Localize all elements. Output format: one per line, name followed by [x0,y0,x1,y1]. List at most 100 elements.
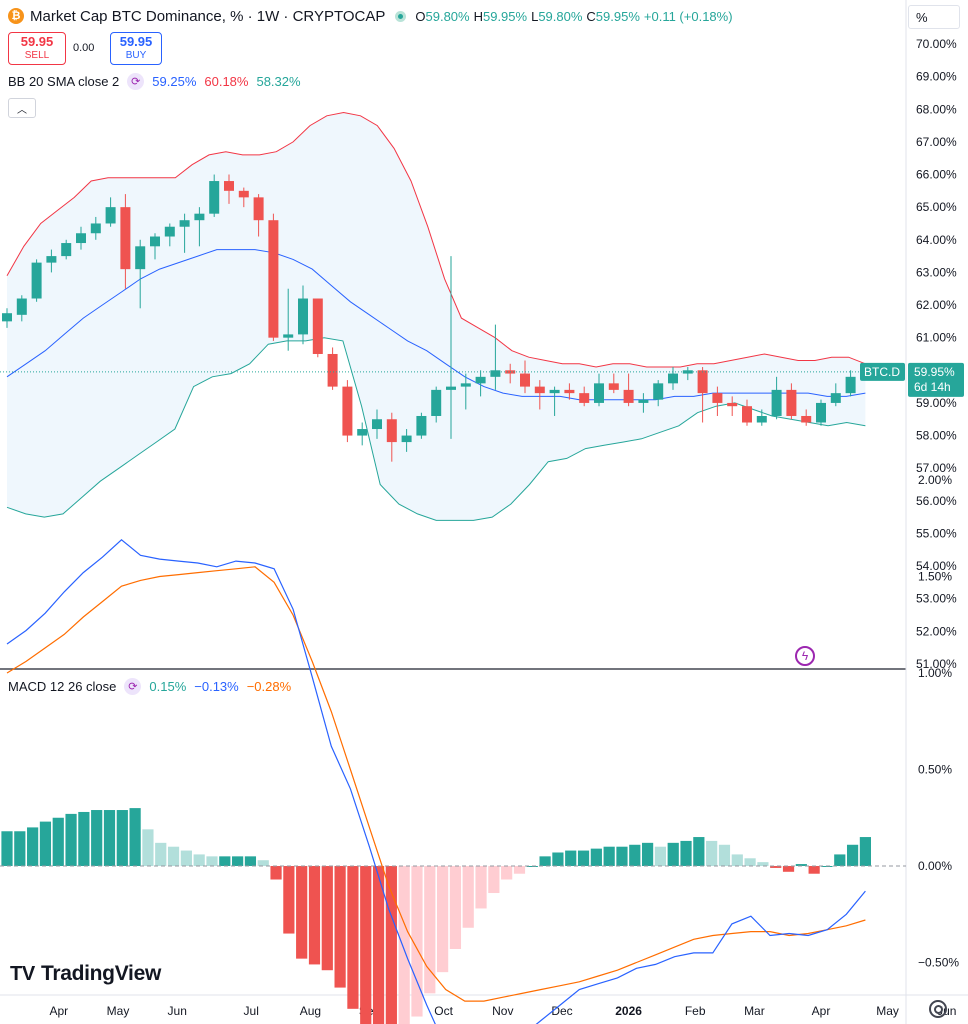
price-axis-tick: 52.00% [916,624,957,638]
macd-histogram-bar [39,821,52,866]
price-axis-tick: 54.00% [916,559,957,573]
unit-selector[interactable]: % [908,5,960,29]
ohlc-open: O59.80% [415,8,470,24]
bb-lower-value: 58.32% [256,74,301,89]
macd-histogram-bar [577,850,590,866]
macd-histogram-bar [270,866,282,880]
macd-axis-tick: 2.00% [918,473,952,487]
last-price-tag-bg [908,362,964,397]
macd-line-value: −0.13% [194,679,239,694]
candle-body [401,435,412,443]
macd-histogram-bar [180,850,192,866]
candle-body [105,207,116,224]
spread-value: 0.00 [73,42,95,54]
macd-histogram-bar [706,840,718,866]
macd-histogram-bar [795,864,807,866]
macd-histogram-bar [398,866,410,1024]
macd-histogram-bar [232,856,244,866]
macd-histogram-bar [142,829,154,866]
candle-body [475,376,486,384]
macd-histogram-bar [424,866,436,994]
bb-legend[interactable]: BB 20 SMA close 2 ⟳ 59.25% 60.18% 58.32% [8,73,301,90]
candle-body [594,383,604,403]
macd-histogram-bar [565,850,577,866]
price-axis-tick: 66.00% [916,168,957,182]
price-axis-tick: 67.00% [916,135,957,149]
macd-histogram-bar [65,813,77,866]
lightning-icon[interactable]: ϟ [795,646,815,666]
macd-histogram-bar [449,866,462,949]
macd-legend[interactable]: MACD 12 26 close ⟳ 0.15% −0.13% −0.28% [8,678,291,695]
ohlc-close: C59.95% [586,8,640,24]
macd-hist-value: 0.15% [149,679,187,694]
buy-button[interactable]: 59.95 BUY [110,32,162,65]
settings-icon[interactable]: ⟳ [124,678,142,695]
gear-icon[interactable] [929,1000,947,1018]
candle-body [46,256,57,263]
chart-header: ₿ Market Cap BTC Dominance, % · 1W · CRY… [8,6,733,26]
macd-histogram-bar [116,810,128,866]
macd-axis-tick: 0.00% [918,859,952,873]
macd-histogram-bar [1,831,13,866]
bb-basis-line [6,249,866,401]
candle-body [727,402,738,407]
candle-body [653,383,664,400]
time-axis-label: Apr [812,1004,831,1018]
candle-body [76,233,86,244]
time-axis-label: Jul [244,1004,259,1018]
candle-body [150,236,160,247]
candle-body [194,213,205,221]
tradingview-logo[interactable]: TV TradingView [10,962,161,986]
macd-histogram-bar [347,866,359,1009]
macd-histogram-bar [552,852,564,866]
bb-basis-value: 59.25% [152,74,197,89]
macd-histogram-bar [488,866,500,894]
macd-histogram-bar [539,856,551,866]
last-price-value: 59.95% [914,365,955,379]
chevron-up-icon[interactable]: ︿ [8,98,36,118]
macd-histogram-bar [372,866,385,1024]
candle-body [771,389,782,416]
price-axis-tick: 64.00% [916,233,957,247]
time-axis-label: Feb [685,1004,706,1018]
market-status-icon[interactable] [395,10,407,22]
macd-histogram-bar [385,866,397,1024]
ohlc-low: L59.80% [531,8,583,24]
candle-body [801,415,812,423]
macd-legend-name: MACD 12 26 close [8,679,117,694]
candle-body [253,197,264,221]
candle-body [742,406,752,423]
candle-body [16,298,27,315]
symbol-title[interactable]: Market Cap BTC Dominance, % · 1W · CRYPT… [30,7,386,25]
price-axis-tick: 68.00% [916,102,957,116]
macd-axis-tick: 1.50% [918,570,952,584]
macd-histogram-bar [437,866,449,973]
macd-histogram-bar [641,842,654,866]
buy-price: 59.95 [119,33,153,49]
macd-histogram-bar [78,811,90,866]
sell-button[interactable]: 59.95 SELL [8,32,66,65]
candle-body [327,353,338,387]
macd-histogram-bar [244,856,257,866]
macd-histogram-bar [846,844,859,866]
macd-histogram-bar [193,854,205,866]
candle-body [446,386,456,390]
settings-icon[interactable]: ⟳ [127,73,145,90]
macd-axis-tick: −0.50% [918,956,959,970]
price-axis-tick: 55.00% [916,526,957,540]
time-axis-label: Apr [49,1004,68,1018]
bb-fill [7,112,866,521]
candle-body [816,402,826,423]
candle-body [416,415,427,436]
macd-histogram-bar [411,866,423,1017]
candle-body [534,386,545,394]
candle-body [90,223,101,234]
candle-body [668,373,678,384]
macd-histogram-bar [308,866,321,965]
macd-histogram-bar [718,844,731,866]
macd-histogram-bar [103,810,116,866]
candle-body [579,393,590,403]
macd-histogram-bar [296,866,308,959]
macd-histogram-bar [603,846,615,866]
